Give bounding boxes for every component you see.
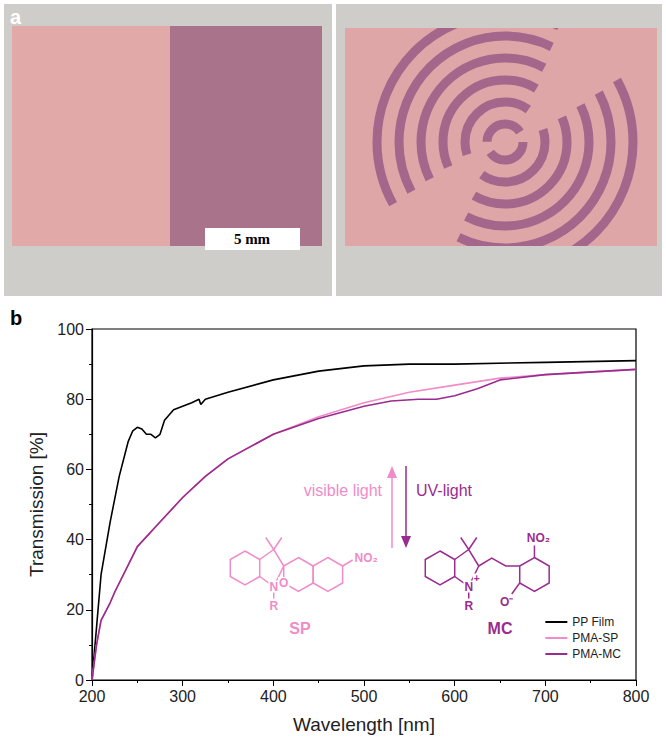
svg-text:Wavelength [nm]: Wavelength [nm] [293, 714, 435, 735]
svg-text:Transmission [%]: Transmission [%] [26, 432, 47, 577]
svg-text:PMA-SP: PMA-SP [572, 631, 618, 645]
svg-text:a: a [10, 6, 22, 28]
svg-text:5 mm: 5 mm [234, 231, 271, 247]
svg-text:SP: SP [289, 620, 311, 637]
svg-text:40: 40 [66, 531, 84, 548]
svg-text:500: 500 [351, 688, 378, 705]
svg-text:+: + [474, 573, 480, 584]
svg-text:N: N [269, 580, 278, 594]
svg-text:20: 20 [66, 601, 84, 618]
svg-text:700: 700 [532, 688, 559, 705]
svg-text:PP Film: PP Film [572, 615, 614, 629]
svg-text:N: N [464, 580, 473, 594]
svg-text:800: 800 [623, 688, 650, 705]
svg-text:R: R [269, 599, 278, 613]
svg-text:O⁻: O⁻ [500, 595, 513, 609]
svg-text:60: 60 [66, 461, 84, 478]
svg-text:visible light: visible light [304, 482, 383, 499]
svg-text:80: 80 [66, 391, 84, 408]
svg-text:R: R [464, 599, 473, 613]
svg-text:200: 200 [79, 688, 106, 705]
svg-text:O: O [279, 576, 288, 590]
svg-text:300: 300 [169, 688, 196, 705]
svg-text:MC: MC [488, 620, 513, 637]
svg-text:100: 100 [57, 321, 84, 338]
svg-text:NO₂: NO₂ [527, 531, 550, 545]
svg-text:400: 400 [260, 688, 287, 705]
svg-text:PMA-MC: PMA-MC [572, 647, 621, 661]
svg-text:UV-light: UV-light [416, 482, 473, 499]
svg-text:NO₂: NO₂ [355, 551, 378, 565]
svg-text:0: 0 [75, 672, 84, 689]
svg-text:600: 600 [441, 688, 468, 705]
svg-text:b: b [10, 307, 22, 329]
